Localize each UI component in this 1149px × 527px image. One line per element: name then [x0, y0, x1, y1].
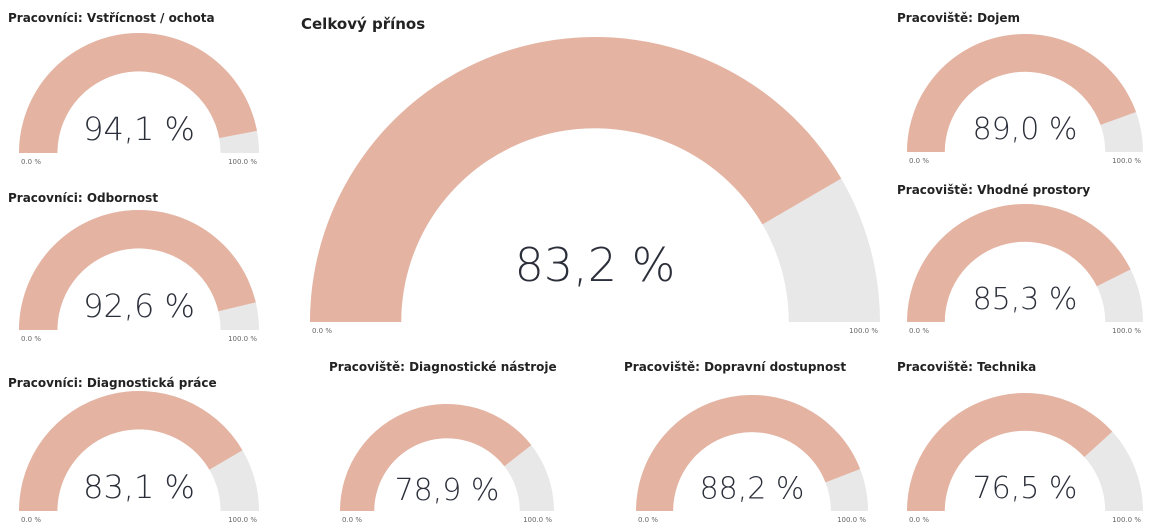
gauge-title: Pracoviště: Dopravní dostupnost — [624, 360, 846, 374]
gauge-range-label: 100.0 % — [837, 516, 866, 524]
gauge-range-label: 0.0 % — [909, 157, 929, 165]
gauge-value-label: 92,6 % — [83, 287, 195, 325]
gauge-range-label: 100.0 % — [849, 327, 878, 335]
gauge-range-label: 0.0 % — [312, 327, 332, 335]
gauge-value-label: 94,1 % — [83, 110, 195, 148]
gauge-value-arc — [907, 34, 1137, 153]
gauge-title: Pracovníci: Odbornost — [8, 191, 158, 205]
gauge-value-arc — [19, 33, 257, 153]
gauge-range-label: 0.0 % — [21, 335, 41, 343]
gauge-value-arc — [636, 394, 861, 511]
gauge-range-label: 100.0 % — [523, 516, 552, 524]
gauge-value-label: 88,2 % — [700, 471, 805, 506]
gauge-value-arc — [19, 390, 243, 511]
gauge-range-label: 100.0 % — [1112, 516, 1141, 524]
gauge-value-arc — [19, 209, 256, 330]
gauge-title: Pracoviště: Technika — [897, 360, 1036, 374]
gauge-value-label: 89,0 % — [973, 112, 1078, 147]
gauge-value-arc — [907, 392, 1113, 511]
gauge-range-label: 0.0 % — [909, 516, 929, 524]
gauge-value-label: 78,9 % — [395, 473, 500, 508]
gauge-range-label: 100.0 % — [228, 516, 257, 524]
gauge-value-label: 85,3 % — [973, 282, 1078, 317]
gauge-title: Pracoviště: Diagnostické nástroje — [329, 360, 557, 374]
gauge-title: Pracoviště: Dojem — [897, 11, 1020, 25]
gauge-value-label: 76,5 % — [973, 471, 1078, 506]
gauge-range-label: 0.0 % — [21, 516, 41, 524]
gauge-range-label: 100.0 % — [1112, 327, 1141, 335]
gauge-title: Pracovníci: Diagnostická práce — [8, 376, 217, 390]
gauge-value-arc — [340, 404, 532, 511]
gauge-value-label: 83,2 % — [515, 238, 676, 292]
gauge-value-label: 83,1 % — [83, 468, 195, 506]
gauge-range-label: 0.0 % — [638, 516, 658, 524]
gauge-title: Celkový přínos — [301, 15, 425, 33]
gauge-range-label: 100.0 % — [1112, 157, 1141, 165]
gauge-title: Pracoviště: Vhodné prostory — [897, 183, 1090, 197]
gauge-title: Pracovníci: Vstřícnost / ochota — [8, 11, 215, 25]
gauge-range-label: 100.0 % — [228, 335, 257, 343]
gauge-range-label: 100.0 % — [228, 158, 257, 166]
gauge-range-label: 0.0 % — [342, 516, 362, 524]
gauge-range-label: 0.0 % — [909, 327, 929, 335]
gauge-range-label: 0.0 % — [21, 158, 41, 166]
gauge-value-arc — [906, 203, 1131, 322]
gauge-value-arc — [310, 37, 842, 323]
